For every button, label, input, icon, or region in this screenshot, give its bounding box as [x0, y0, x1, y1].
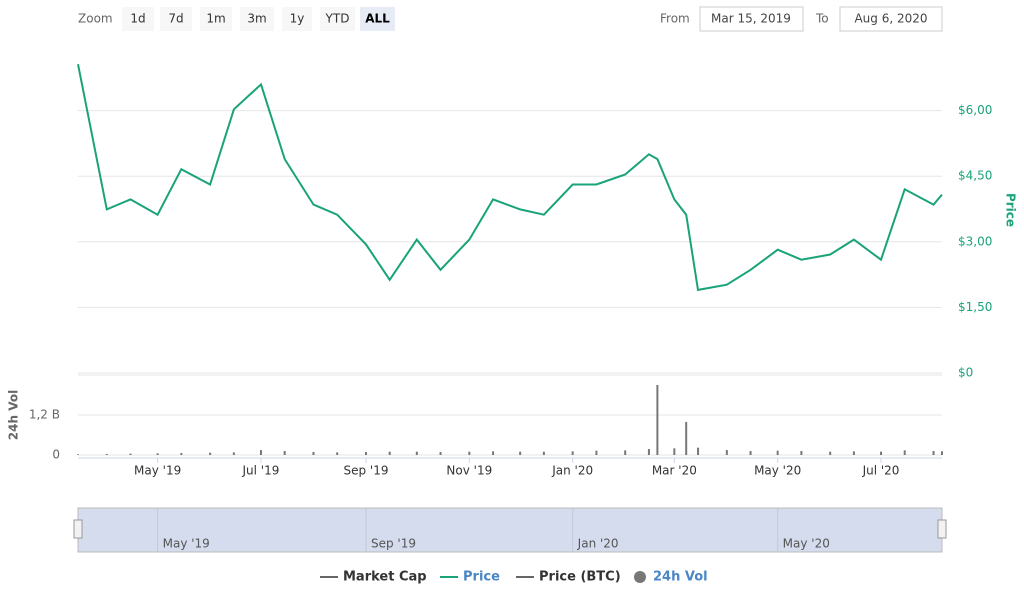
volume-bar — [492, 451, 495, 455]
y-tick-label: $6,00 — [958, 103, 992, 117]
volume-bar — [209, 452, 212, 455]
volume-bar — [232, 452, 235, 455]
navigator-handle[interactable] — [937, 519, 947, 539]
zoom-button[interactable] — [122, 7, 154, 31]
volume-bar — [415, 451, 418, 455]
legend-symbol[interactable] — [634, 571, 646, 583]
x-tick-label: Jul '19 — [242, 464, 280, 478]
x-tick-label: May '20 — [754, 464, 801, 478]
navigator-tick-label: May '20 — [783, 537, 830, 551]
volume-bar — [283, 451, 286, 455]
x-tick-label: Jul '20 — [862, 464, 900, 478]
from-value[interactable]: Mar 15, 2019 — [711, 12, 791, 26]
legend-label[interactable]: 24h Vol — [653, 570, 708, 585]
volume-bar — [77, 454, 79, 455]
legend-label[interactable]: Price — [463, 570, 500, 585]
volume-bar — [749, 451, 752, 455]
volume-bar — [941, 451, 943, 455]
from-input[interactable] — [699, 6, 804, 32]
volume-bar — [468, 451, 471, 455]
volume-bar — [656, 385, 659, 455]
volume-bar — [571, 451, 574, 455]
x-tick-label: May '19 — [134, 464, 181, 478]
y-tick-label: $1,50 — [958, 300, 992, 314]
zoom-label: Zoom — [78, 12, 113, 26]
x-tick-label: Sep '19 — [344, 464, 389, 478]
volume-bar — [105, 454, 108, 455]
volume-bar — [129, 453, 132, 455]
zoom-button-label[interactable]: 1m — [206, 12, 225, 26]
y2-tick-label: 1,2 B — [29, 408, 60, 422]
navigator-mask[interactable] — [77, 507, 943, 553]
volume-bar — [156, 453, 159, 455]
navigator-tick-label: May '19 — [163, 537, 210, 551]
volume-bar — [595, 450, 598, 455]
volume-bar — [685, 422, 688, 455]
y-tick-label: $0 — [958, 366, 973, 380]
zoom-button-label[interactable]: YTD — [325, 12, 350, 26]
y2-tick-label: 0 — [52, 448, 60, 462]
to-label: To — [815, 12, 829, 26]
volume-bar — [519, 451, 522, 455]
legend-label[interactable]: Price (BTC) — [539, 570, 621, 585]
zoom-button-label[interactable]: 3m — [247, 12, 266, 26]
to-value[interactable]: Aug 6, 2020 — [854, 12, 927, 26]
y-tick-label: $4,50 — [958, 169, 992, 183]
zoom-button-label[interactable]: 1y — [290, 12, 305, 26]
y2-axis-title: 24h Vol — [7, 390, 21, 440]
volume-bar — [542, 451, 545, 455]
navigator-handle[interactable] — [73, 519, 83, 539]
volume-bar — [903, 450, 906, 455]
volume-bar — [776, 450, 779, 455]
volume-bar — [647, 449, 650, 455]
volume-bar — [259, 450, 262, 455]
volume-bar — [673, 448, 676, 455]
zoom-button-label[interactable]: 7d — [168, 12, 183, 26]
volume-bar — [336, 452, 339, 455]
volume-bar — [932, 451, 935, 455]
navigator-tick-label: Jan '20 — [577, 537, 619, 551]
y-tick-label: $3,00 — [958, 234, 992, 248]
volume-bar — [180, 453, 183, 455]
volume-bar — [312, 452, 315, 455]
from-label: From — [660, 12, 690, 26]
y-axis-title: Price — [1004, 193, 1018, 227]
volume-bar — [880, 451, 883, 455]
zoom-button[interactable] — [360, 7, 395, 31]
volume-bar — [388, 451, 391, 455]
volume-bar — [725, 450, 728, 455]
to-input[interactable] — [839, 6, 943, 32]
zoom-button[interactable] — [282, 7, 312, 31]
volume-bar — [829, 451, 832, 455]
volume-bar — [439, 452, 442, 455]
navigator-tick-label: Sep '19 — [371, 537, 416, 551]
zoom-button[interactable] — [240, 7, 274, 31]
zoom-button[interactable] — [320, 7, 355, 31]
zoom-button-label[interactable]: 1d — [130, 12, 145, 26]
zoom-button[interactable] — [160, 7, 192, 31]
zoom-button-label[interactable]: ALL — [365, 12, 390, 26]
volume-bar — [365, 452, 367, 455]
x-tick-label: Nov '19 — [446, 464, 492, 478]
price-line — [77, 64, 943, 292]
volume-bar — [852, 451, 855, 455]
volume-bar — [800, 451, 803, 455]
legend-label[interactable]: Market Cap — [343, 570, 427, 585]
x-tick-label: Mar '20 — [652, 464, 697, 478]
volume-bar — [624, 450, 627, 455]
volume-bar — [697, 447, 700, 455]
zoom-button[interactable] — [200, 7, 232, 31]
x-tick-label: Jan '20 — [551, 464, 593, 478]
